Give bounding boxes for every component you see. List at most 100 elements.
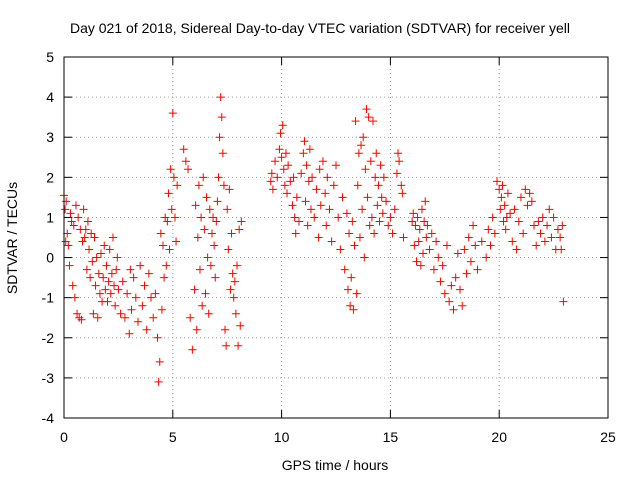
data-point bbox=[458, 301, 467, 310]
data-point bbox=[91, 281, 100, 290]
data-point bbox=[322, 221, 331, 230]
x-tick-label: 20 bbox=[491, 429, 507, 445]
data-point bbox=[219, 181, 228, 190]
data-point bbox=[201, 289, 210, 298]
data-point bbox=[525, 189, 534, 198]
data-point bbox=[345, 229, 354, 238]
data-point bbox=[451, 273, 460, 282]
data-point bbox=[338, 193, 347, 202]
data-point bbox=[456, 285, 465, 294]
x-axis-label: GPS time / hours bbox=[282, 457, 389, 473]
data-point bbox=[267, 169, 276, 178]
data-point bbox=[140, 281, 149, 290]
data-point bbox=[388, 229, 397, 238]
data-point bbox=[549, 213, 558, 222]
data-point bbox=[218, 149, 227, 158]
data-point bbox=[162, 261, 171, 270]
data-point bbox=[438, 261, 447, 270]
data-point bbox=[408, 217, 417, 226]
data-point bbox=[271, 157, 280, 166]
data-point bbox=[374, 181, 383, 190]
data-point bbox=[167, 205, 176, 214]
data-point bbox=[373, 201, 382, 210]
data-point bbox=[469, 221, 478, 230]
data-point bbox=[99, 273, 108, 282]
data-point bbox=[329, 181, 338, 190]
data-point bbox=[129, 273, 138, 282]
data-point bbox=[543, 221, 552, 230]
data-point bbox=[112, 265, 121, 274]
data-point bbox=[192, 325, 201, 334]
data-point bbox=[375, 217, 384, 226]
data-point bbox=[350, 241, 359, 250]
data-point bbox=[503, 189, 512, 198]
data-point bbox=[108, 233, 117, 242]
data-point bbox=[336, 245, 345, 254]
data-point bbox=[540, 237, 549, 246]
data-point bbox=[74, 213, 83, 222]
data-point bbox=[179, 145, 188, 154]
data-point bbox=[168, 109, 177, 118]
data-point bbox=[237, 217, 246, 226]
data-point bbox=[105, 245, 114, 254]
data-point bbox=[104, 277, 113, 286]
data-point bbox=[371, 173, 380, 182]
data-point bbox=[378, 209, 387, 218]
y-tick-label: 1 bbox=[46, 209, 54, 225]
data-point bbox=[172, 237, 181, 246]
data-point bbox=[61, 205, 70, 214]
data-point bbox=[412, 257, 421, 266]
data-point bbox=[364, 113, 373, 122]
data-point bbox=[149, 313, 158, 322]
data-point bbox=[81, 225, 90, 234]
y-tick-label: -3 bbox=[42, 370, 55, 386]
data-point bbox=[82, 265, 91, 274]
y-tick-label: 4 bbox=[46, 89, 54, 105]
data-point bbox=[423, 221, 432, 230]
data-point bbox=[501, 225, 510, 234]
data-point bbox=[206, 261, 215, 270]
data-point bbox=[188, 345, 197, 354]
data-point bbox=[212, 217, 221, 226]
data-point bbox=[394, 149, 403, 158]
data-point bbox=[453, 249, 462, 258]
data-point bbox=[384, 221, 393, 230]
data-point bbox=[498, 181, 507, 190]
data-point bbox=[312, 185, 321, 194]
data-point bbox=[102, 261, 111, 270]
data-point bbox=[151, 289, 160, 298]
data-point bbox=[352, 289, 361, 298]
data-point bbox=[553, 225, 562, 234]
data-point bbox=[413, 213, 422, 222]
data-point bbox=[462, 269, 471, 278]
data-point bbox=[278, 121, 287, 130]
data-point bbox=[125, 329, 134, 338]
data-point bbox=[482, 253, 491, 262]
data-point bbox=[288, 201, 297, 210]
data-point bbox=[184, 165, 193, 174]
data-point bbox=[198, 301, 207, 310]
data-point bbox=[302, 161, 311, 170]
data-point bbox=[547, 233, 556, 242]
data-point bbox=[173, 181, 182, 190]
x-tick-label: 5 bbox=[169, 429, 177, 445]
data-point bbox=[275, 145, 284, 154]
data-point bbox=[495, 185, 504, 194]
data-point bbox=[368, 117, 377, 126]
data-point bbox=[422, 233, 431, 242]
data-point bbox=[95, 289, 104, 298]
data-point bbox=[165, 245, 174, 254]
data-point bbox=[232, 261, 241, 270]
data-point bbox=[303, 221, 312, 230]
data-point bbox=[277, 153, 286, 162]
data-point bbox=[347, 273, 356, 282]
data-point bbox=[68, 281, 77, 290]
data-point bbox=[355, 233, 364, 242]
data-point bbox=[214, 173, 223, 182]
x-tick-label: 25 bbox=[600, 429, 616, 445]
data-point bbox=[93, 313, 102, 322]
data-point bbox=[449, 305, 458, 314]
y-tick-label: -2 bbox=[42, 330, 55, 346]
data-point bbox=[64, 241, 73, 250]
data-point bbox=[410, 241, 419, 250]
